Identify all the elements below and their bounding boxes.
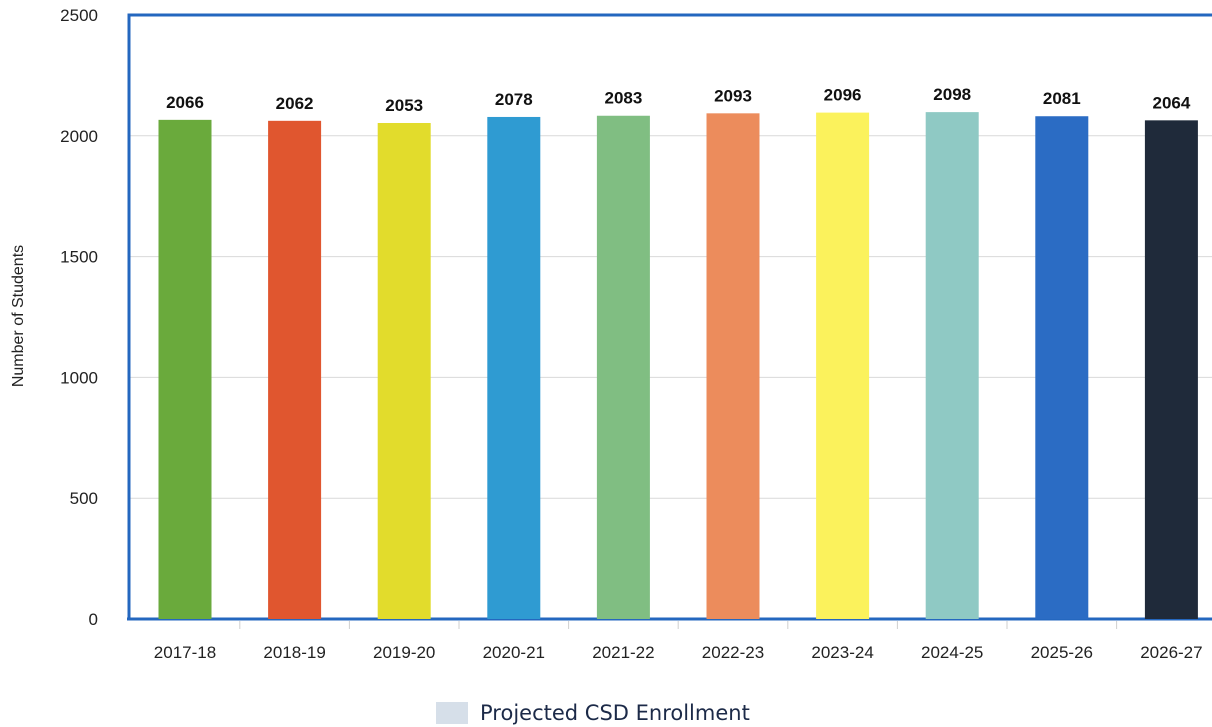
legend-swatch — [436, 702, 468, 724]
bar-2017-18 — [158, 119, 212, 619]
x-tick-label: 2020-21 — [483, 643, 545, 662]
y-tick-label: 2500 — [60, 6, 98, 25]
data-label: 2081 — [1043, 89, 1081, 108]
bar-2021-22 — [596, 115, 650, 620]
data-label: 2083 — [604, 89, 642, 108]
x-tick-label: 2024-25 — [921, 643, 983, 662]
data-label: 2093 — [714, 86, 752, 105]
x-tick-label: 2026-27 — [1140, 643, 1202, 662]
data-label: 2098 — [933, 85, 971, 104]
y-tick-label: 2000 — [60, 127, 98, 146]
data-label: 2064 — [1152, 93, 1190, 112]
x-tick-label: 2018-19 — [263, 643, 325, 662]
data-label: 2066 — [166, 93, 204, 112]
y-tick-label: 1500 — [60, 248, 98, 267]
legend: Projected CSD Enrollment — [436, 700, 750, 726]
bar-2024-25 — [925, 112, 979, 619]
bar-2026-27 — [1144, 120, 1198, 620]
x-tick-label: 2017-18 — [154, 643, 216, 662]
data-label: 2078 — [495, 90, 533, 109]
bar-series — [158, 112, 1198, 620]
data-label: 2053 — [385, 96, 423, 115]
x-tick-label: 2023-24 — [811, 643, 873, 662]
bar-2025-26 — [1035, 116, 1089, 619]
x-tick-label: 2022-23 — [702, 643, 764, 662]
x-tick-label: 2019-20 — [373, 643, 435, 662]
y-tick-label: 0 — [89, 610, 98, 629]
y-axis-ticks: 0 500 1000 1500 2000 2500 — [60, 6, 98, 629]
x-axis-ticks: 2017-18 2018-19 2019-20 2020-21 2021-22 2022-… — [154, 621, 1203, 662]
legend-label: Projected CSD Enrollment — [480, 701, 750, 725]
x-tick-label: 2021-22 — [592, 643, 654, 662]
data-label: 2062 — [276, 94, 314, 113]
y-tick-label: 1000 — [60, 368, 98, 387]
data-label: 2096 — [824, 86, 862, 105]
plot-border — [127, 13, 1212, 619]
x-tick-label: 2025-26 — [1031, 643, 1093, 662]
y-tick-label: 500 — [70, 489, 98, 508]
bar-2018-19 — [268, 120, 322, 619]
bar-2019-20 — [377, 122, 431, 619]
bar-2022-23 — [706, 113, 760, 619]
data-labels: 2066 2062 2053 2078 2083 2093 2096 2098 2081 2064 — [166, 85, 1191, 115]
bar-2020-21 — [487, 116, 541, 619]
bar-2023-24 — [816, 112, 870, 620]
y-axis-label: Number of Students — [10, 245, 27, 387]
